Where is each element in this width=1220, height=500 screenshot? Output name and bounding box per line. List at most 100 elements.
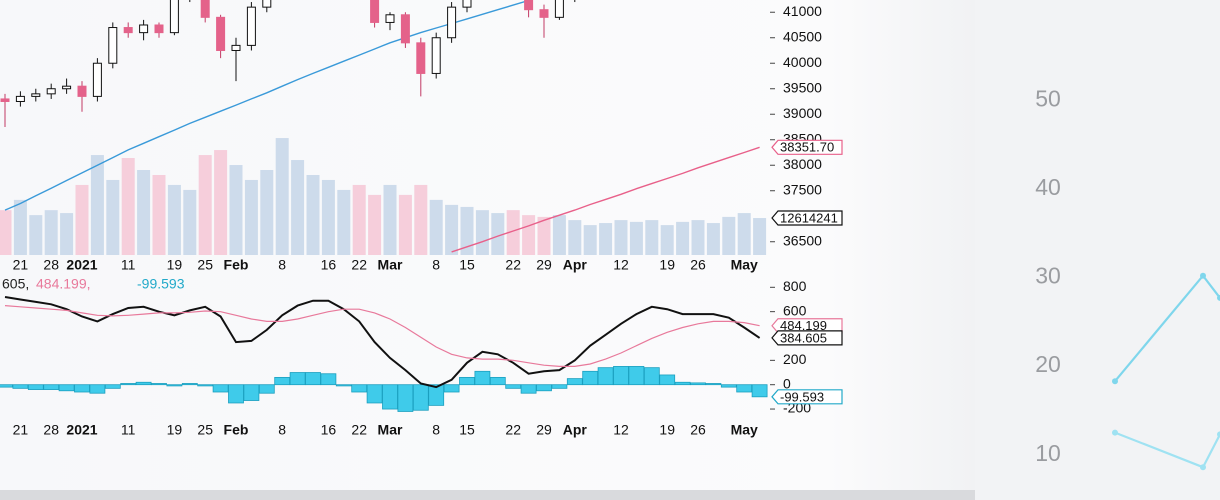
x-tick-label: 26 (690, 422, 706, 438)
candle-body (15, 95, 25, 102)
volume-bar (90, 155, 104, 255)
x-tick-label: Mar (378, 422, 403, 438)
histogram-bar (551, 384, 568, 389)
volume-bar (214, 150, 228, 255)
x-tick-label: 11 (121, 257, 136, 273)
histogram-bar (643, 367, 660, 386)
volume-bar (198, 155, 212, 255)
histogram-bar (58, 384, 75, 392)
volume-bar (414, 184, 428, 255)
histogram-bar (536, 384, 552, 392)
x-tick-label: 22 (505, 257, 521, 273)
volume-bar (614, 220, 628, 255)
x-tick-label: 26 (690, 257, 706, 273)
candle-body (416, 42, 426, 74)
volume-bar (0, 210, 12, 255)
x-tick-label: 29 (536, 422, 552, 438)
histogram-bar (104, 384, 121, 389)
candle-body (169, 0, 179, 34)
candle-body (108, 27, 118, 64)
indicator-line (4, 0, 533, 211)
volume-bar (475, 210, 489, 255)
x-tick-label: Apr (563, 422, 588, 438)
y-tick-label: 36500 (783, 232, 822, 248)
volume-bar (691, 220, 705, 255)
x-tick-label: 8 (278, 422, 286, 438)
histogram-bar (412, 384, 429, 411)
x-tick-label: 19 (659, 257, 675, 273)
x-tick-label: 19 (659, 422, 675, 438)
histogram-bar (428, 384, 445, 406)
histogram-bar (397, 384, 414, 412)
last-value-label: 384.605 (780, 330, 827, 345)
volume-bar (106, 179, 120, 255)
volume-bar (599, 223, 613, 255)
x-tick-label: 22 (351, 257, 367, 273)
y-tick-label: 0 (783, 375, 791, 391)
x-tick-label: 19 (167, 257, 183, 273)
histogram-bar (27, 384, 44, 390)
y-tick-label: 37500 (783, 181, 822, 197)
y-tick-label: 39000 (783, 105, 822, 121)
histogram-bar (366, 384, 383, 404)
volume-bar (306, 174, 320, 255)
x-tick-label: 16 (321, 422, 337, 438)
macd-header: 605, (2, 276, 29, 292)
candle-body (62, 85, 72, 90)
candle-body (92, 62, 102, 97)
x-tick-label: 12 (613, 257, 629, 273)
candle-body (216, 16, 226, 51)
histogram-bar (597, 367, 614, 386)
volume-bar (368, 194, 382, 255)
price-panel (0, 0, 767, 255)
volume-bar (445, 204, 459, 255)
y-tick-label: 20 (1035, 351, 1061, 377)
histogram-bar (135, 381, 152, 386)
x-tick-label: 25 (197, 422, 213, 438)
histogram-bar (289, 372, 306, 386)
x-tick-label: Feb (224, 257, 249, 273)
y-tick-label: 10 (1035, 440, 1061, 466)
histogram-bar (382, 384, 398, 410)
macd-line (4, 305, 760, 367)
candle-body (139, 24, 149, 34)
background-point (1112, 429, 1118, 436)
histogram-bar (566, 378, 583, 386)
candle-body (231, 44, 241, 51)
candle-body (370, 0, 380, 23)
indicator-line (451, 146, 760, 253)
candle-body (400, 14, 410, 44)
volume-bar (121, 157, 135, 255)
background-point (1217, 294, 1220, 301)
candle-body (77, 85, 87, 97)
y-tick-label: 40500 (783, 28, 822, 44)
histogram-bar (659, 374, 676, 386)
x-tick-label: Mar (378, 257, 403, 273)
candle-body (462, 0, 472, 8)
candle-body (46, 88, 56, 95)
x-tick-label: 29 (536, 257, 552, 273)
volume-bar (706, 223, 720, 255)
macd-header: 484.199, (36, 276, 91, 292)
x-tick-label: 21 (13, 257, 29, 273)
last-value-label: -99.593 (780, 389, 824, 404)
histogram-bar (197, 384, 214, 387)
candle-body (431, 37, 441, 74)
histogram-bar (320, 373, 337, 386)
volume-bar (321, 179, 335, 255)
volume-bar (291, 160, 305, 255)
histogram-bar (305, 372, 321, 386)
last-price-label-box (771, 139, 843, 155)
volume-bar (13, 199, 27, 255)
background-point (1112, 378, 1118, 385)
volume-bar (537, 216, 551, 255)
histogram-bar (166, 384, 183, 387)
volume-bar (352, 184, 366, 255)
histogram-bar (151, 383, 167, 386)
x-tick-label: 21 (13, 422, 29, 438)
candle-body (246, 6, 256, 46)
histogram-bar (613, 366, 629, 386)
volume-bar (737, 213, 751, 255)
histogram-bar (0, 384, 13, 388)
